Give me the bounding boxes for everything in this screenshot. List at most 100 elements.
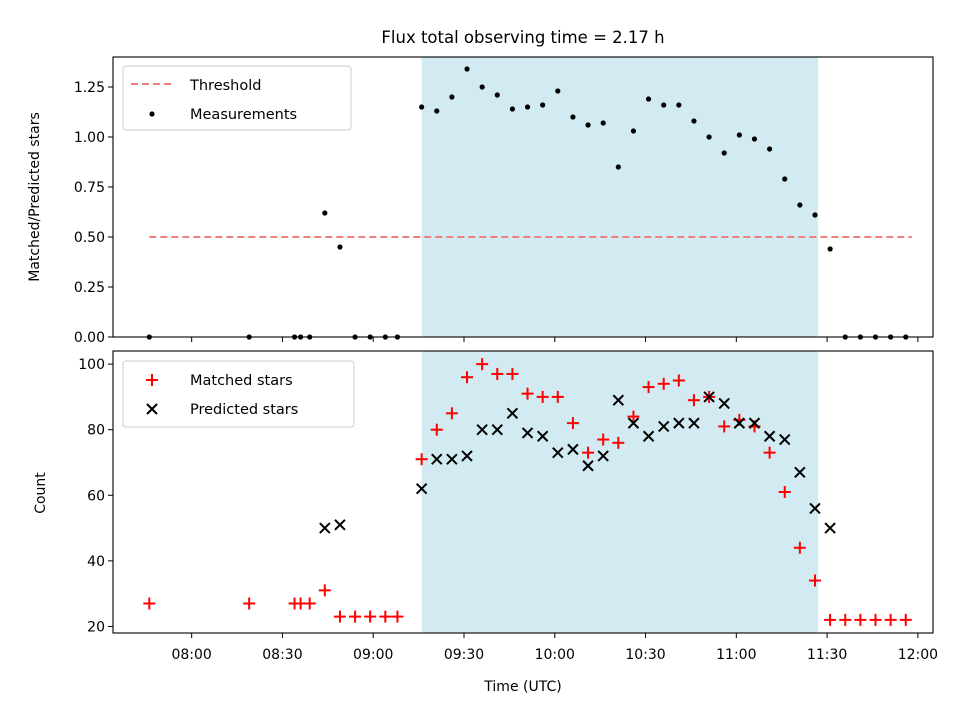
x-tick-label: 09:30	[444, 647, 484, 663]
measurement-point	[797, 202, 803, 208]
predicted-star-point	[657, 420, 670, 433]
matched-star-point	[476, 358, 489, 371]
measurement-point	[322, 210, 328, 216]
predicted-star-point	[688, 417, 700, 429]
matched-star-point	[612, 436, 625, 449]
predicted-legend-label: Predicted stars	[190, 402, 298, 418]
top-y-axis-label: Matched/Predicted stars	[27, 112, 43, 282]
measurement-point	[570, 114, 576, 120]
measurement-point	[494, 92, 500, 98]
predicted-star-point	[491, 423, 503, 436]
predicted-star-point	[763, 430, 776, 442]
bottom-y-tick-label: 20	[87, 619, 105, 635]
predicted-star-point	[779, 433, 791, 446]
predicted-star-point	[536, 430, 549, 442]
matched-star-point	[854, 613, 867, 626]
predicted-star-point	[748, 417, 761, 429]
matched-star-point	[869, 613, 882, 626]
top-y-tick-label: 0.25	[74, 280, 105, 296]
bottom-x-ticks: 08:00 08:30 09:00 09:30 10:00 10:30 11:00 11:30…	[171, 633, 938, 663]
matched-star-point	[303, 597, 316, 610]
matched-star-point	[824, 613, 837, 626]
matched-star-point	[566, 417, 579, 430]
bottom-legend: Matched stars Predicted stars	[122, 360, 355, 428]
predicted-star-point	[582, 460, 594, 472]
predicted-star-point	[431, 453, 443, 465]
measurement-point	[555, 88, 561, 94]
measurement-point	[585, 122, 591, 128]
measurement-point	[449, 94, 455, 100]
predicted-star-point	[506, 407, 519, 420]
bottom-y-axis-label: Count	[33, 472, 49, 514]
predicted-star-point	[733, 417, 746, 429]
matched-star-point	[461, 371, 474, 384]
measurement-point	[751, 136, 758, 142]
top-panel: 0.00 0.25 0.50 0.75 1.00 1.25 Matched/Predict…	[27, 56, 934, 346]
matched-star-point	[379, 610, 392, 623]
matched-star-point	[763, 446, 776, 459]
matched-star-point	[718, 420, 731, 433]
bottom-y-tick-label: 60	[87, 488, 105, 504]
top-legend: Threshold Measurements	[122, 65, 352, 131]
bottom-axes-frame	[112, 350, 934, 634]
top-y-tick-label: 0.00	[74, 330, 105, 346]
chart-title: Flux total observing time = 2.17 h	[381, 28, 664, 47]
bottom-panel: 20 40 60 80 100 08:00 08:30 09:00 09:30 10:00 10:…	[33, 350, 938, 695]
top-y-tick-label: 1.25	[74, 80, 105, 96]
measurement-point	[767, 146, 773, 152]
matched-star-point	[672, 374, 685, 387]
predicted-star-point	[627, 417, 640, 429]
predicted-star-point	[824, 522, 836, 534]
matched-star-point	[349, 610, 362, 623]
predicted-star-point	[642, 430, 655, 442]
predicted-star-point	[461, 450, 473, 462]
x-tick-label: 11:00	[716, 647, 756, 663]
predicted-star-point	[718, 397, 730, 410]
matched-legend-label: Matched stars	[190, 373, 293, 389]
measurements-legend-label: Measurements	[190, 107, 297, 123]
matched-star-point	[333, 610, 346, 623]
predicted-star-point	[521, 427, 534, 439]
matched-star-point	[657, 377, 670, 390]
x-tick-label: 12:00	[898, 647, 938, 663]
x-tick-label: 11:30	[807, 647, 847, 663]
matched-star-point	[793, 541, 806, 554]
measurement-point	[812, 212, 818, 218]
predicted-star-point	[809, 502, 821, 515]
measurement-point	[676, 102, 682, 108]
predicted-legend-swatch	[146, 403, 158, 415]
x-tick-label: 08:00	[171, 647, 211, 663]
measurements-legend-swatch	[149, 111, 155, 117]
measurement-point	[736, 132, 742, 138]
matched-star-point	[884, 613, 897, 626]
matched-star-point	[551, 390, 564, 403]
predicted-star-point	[612, 394, 625, 406]
matched-star-point	[536, 390, 549, 403]
top-legend-box	[122, 65, 352, 131]
matched-star-point	[899, 613, 912, 626]
x-tick-label: 09:00	[353, 647, 393, 663]
matched-star-point	[521, 387, 534, 400]
predicted-star-point	[476, 423, 488, 436]
matched-star-point	[415, 453, 428, 466]
measurement-point	[661, 102, 667, 108]
matched-star-point	[642, 381, 655, 394]
threshold-legend-label: Threshold	[189, 78, 261, 94]
measurement-point	[630, 128, 637, 134]
predicted-star-point	[703, 391, 715, 403]
matched-star-point	[582, 446, 595, 459]
measurement-point	[827, 246, 833, 252]
predicted-star-point	[319, 522, 331, 534]
measurement-point	[464, 66, 470, 72]
matched-star-point	[491, 367, 504, 380]
bottom-y-ticks: 20 40 60 80 100	[78, 357, 113, 635]
top-y-tick-label: 1.00	[74, 130, 105, 146]
bottom-legend-box	[122, 360, 355, 428]
predicted-star-point	[597, 450, 609, 462]
matched-star-point	[778, 486, 791, 498]
matched-star-point	[391, 610, 404, 623]
top-y-tick-label: 0.75	[74, 180, 105, 196]
matched-star-point	[143, 597, 156, 610]
measurement-point	[691, 118, 697, 124]
